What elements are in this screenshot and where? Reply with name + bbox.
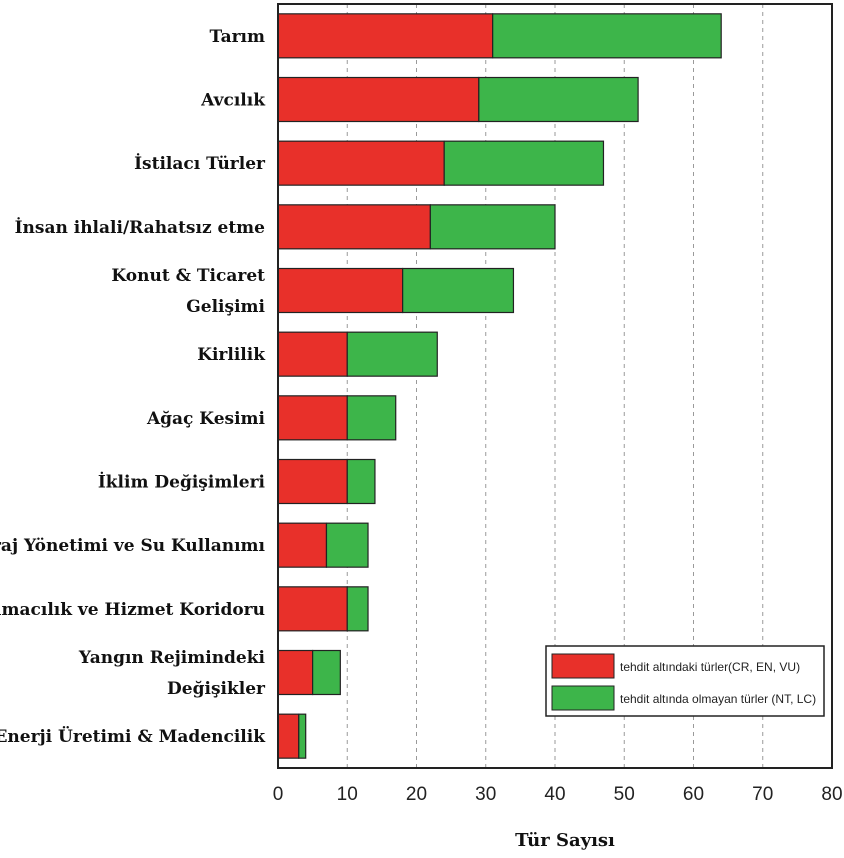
bar-segment-not-threatened bbox=[429, 204, 556, 250]
bar-segment-threatened bbox=[277, 267, 404, 314]
category-label: Gelişimi bbox=[186, 297, 265, 317]
bar-segment-not-threatened bbox=[346, 586, 369, 632]
legend-swatch-threatened bbox=[551, 653, 615, 679]
category-label: Ağaç Kesimi bbox=[146, 409, 266, 429]
bar-segment-not-threatened bbox=[402, 267, 515, 314]
category-label: Değişikler bbox=[167, 679, 266, 699]
bar-segment-not-threatened bbox=[443, 140, 605, 186]
category-label: Tarım bbox=[210, 27, 265, 47]
bar-segment-not-threatened bbox=[492, 13, 722, 59]
plot-area-frame bbox=[277, 3, 833, 769]
bar-segment-not-threatened bbox=[346, 331, 438, 377]
category-label: Kirlilik bbox=[197, 345, 266, 365]
legend-label-not-threatened: tehdit altında olmayan türler (NT, LC) bbox=[620, 692, 816, 706]
bar-segment-not-threatened bbox=[298, 713, 307, 759]
x-axis-title: Tür Sayısı bbox=[515, 830, 615, 851]
bar-segment-threatened bbox=[277, 140, 445, 186]
x-tick-label: 10 bbox=[337, 784, 358, 805]
category-label: Baraj Yönetimi ve Su Kullanımı bbox=[0, 536, 266, 556]
bar-segment-threatened bbox=[277, 76, 480, 123]
x-tick-label: 60 bbox=[683, 784, 704, 805]
bar-segment-not-threatened bbox=[346, 395, 397, 441]
category-label: Avcılık bbox=[200, 91, 266, 111]
bar-segment-not-threatened bbox=[346, 458, 376, 505]
bar-segment-threatened bbox=[277, 522, 328, 568]
bar-segment-threatened bbox=[277, 649, 314, 696]
bars bbox=[277, 13, 722, 759]
bar-segment-not-threatened bbox=[478, 76, 639, 123]
x-tick-label: 50 bbox=[614, 784, 635, 805]
x-tick-label: 30 bbox=[475, 784, 496, 805]
bar-segment-not-threatened bbox=[312, 649, 341, 696]
category-label: İstilacı Türler bbox=[134, 153, 266, 174]
x-tick-label: 40 bbox=[544, 784, 565, 805]
bar-segment-threatened bbox=[277, 395, 348, 441]
x-tick-label: 80 bbox=[821, 784, 842, 805]
legend: tehdit altındaki türler(CR, EN, VU) tehd… bbox=[545, 645, 825, 717]
bar-segment-threatened bbox=[277, 458, 348, 505]
x-tick-labels: 0 10 20 30 40 50 60 70 80 bbox=[273, 784, 843, 805]
legend-label-threatened: tehdit altındaki türler(CR, EN, VU) bbox=[620, 660, 800, 674]
category-label: Yangın Rejimindeki bbox=[78, 648, 266, 668]
category-label: Konut & Ticaret bbox=[111, 266, 265, 286]
category-label: Enerji Üretimi & Madencilik bbox=[0, 726, 266, 747]
bar-segment-not-threatened bbox=[325, 522, 369, 568]
category-label: İnsan ihlali/Rahatsız etme bbox=[15, 217, 266, 238]
bar-segment-threatened bbox=[277, 204, 431, 250]
legend-swatch-not-threatened bbox=[551, 685, 615, 711]
category-label: Taşımacılık ve Hizmet Koridoru bbox=[0, 600, 265, 620]
bar-segment-threatened bbox=[277, 713, 300, 759]
bar-segment-threatened bbox=[277, 13, 494, 59]
x-tick-label: 70 bbox=[752, 784, 773, 805]
bar-segment-threatened bbox=[277, 331, 348, 377]
category-label: İklim Değişimleri bbox=[98, 472, 266, 493]
category-labels: Tarım Avcılık İstilacı Türler İnsan ihlali/… bbox=[0, 27, 266, 747]
x-tick-label: 20 bbox=[406, 784, 427, 805]
bar-segment-threatened bbox=[277, 586, 348, 632]
x-tick-label: 0 bbox=[273, 784, 284, 805]
